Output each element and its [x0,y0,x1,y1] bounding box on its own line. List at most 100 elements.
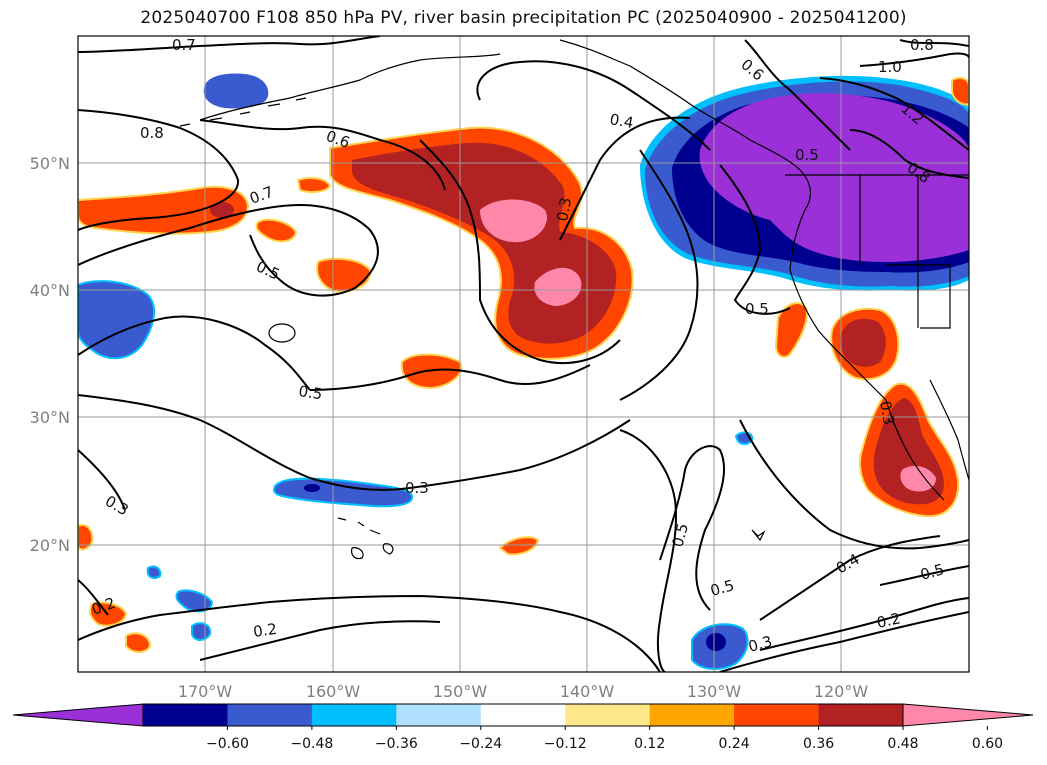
bc-coast [789,169,812,271]
alaska-gulf-coast [559,39,801,171]
colorbar-tick-label: 0.12 [634,736,665,752]
contour-label: 0.7 [172,36,196,54]
coastal-positive-region [774,302,808,358]
negative-precip-anomaly [78,73,969,670]
small-negative-blob-2 [191,622,212,641]
contour-0-2-south [78,594,661,672]
contour-label: 0.5 [745,300,769,318]
colorbar-tick-label: 0.24 [719,736,750,752]
central-pacific-positive-core-2 [534,267,582,306]
aleutian-islands [179,97,307,127]
state-borders [859,175,919,328]
small-positive-blob-4 [296,177,332,194]
contour-label: 0.5 [708,576,736,600]
small-island-ring [268,323,296,343]
colorbar-max-extension [902,703,1034,727]
contour-label: 0.3 [746,632,774,656]
colorbar-bin [143,704,228,726]
colorbar: −0.60 −0.48 −0.36 −0.24 −0.12 0.12 0.24 0.36 0.4… [12,703,1034,752]
contour-0-4-central [476,60,711,151]
lon-tick-labels: 170°W 160°W 150°W 140°W 130°W 120°W [178,682,869,701]
colorbar-tick-label: −0.60 [206,736,249,752]
lon-tick: 160°W [306,682,361,701]
contour-0-4-se [759,535,941,621]
colorbar-frame [142,703,904,727]
small-positive-blob-5 [498,536,540,556]
contour-label: 0.4 [608,110,635,132]
contour-1-0-east [859,52,969,67]
hawaii-negative-core [304,484,320,492]
contour-label: 1.0 [878,58,902,76]
lon-tick: 150°W [433,682,488,701]
contour-0-7-mid [78,203,379,297]
contour-0-8-west [78,109,240,231]
colorbar-tick-label: −0.36 [375,736,418,752]
contour-label: 0.8 [140,124,164,142]
contour-0-2-sw [78,579,109,616]
contour-label: 0.8 [910,36,934,54]
contour-0-3-south [739,419,969,550]
pv-contours [78,36,969,672]
small-negative-blob-3 [146,565,162,579]
baja-coast [885,399,945,501]
contour-0-5-main [309,364,591,391]
colorbar-bin [649,704,735,726]
contour-0-3-far-south [199,620,441,661]
coastlines [179,39,969,560]
lat-tick: 50°N [30,154,70,173]
lat-tick-labels: 50°N 40°N 30°N 20°N [30,154,70,555]
contour-0-2-se [759,597,969,651]
small-island-mark [751,529,766,542]
lon-tick: 140°W [560,682,615,701]
graticule [78,36,969,672]
contour-label: 0.5 [297,382,323,403]
colorbar-bin [480,704,566,726]
colorbar-tick-label: 0.48 [887,736,918,752]
contour-0-6-arc [199,119,446,191]
contour-label: 0.2 [252,620,278,641]
small-positive-blob-8 [78,524,94,551]
contour-0-7-north [78,36,381,53]
contour-0-5-loop [619,149,699,401]
contour-0-5-west [78,315,311,391]
contour-1-2-east [819,77,969,151]
contour-label: 0.5 [918,560,946,584]
colorbar-tick-label: −0.24 [459,736,502,752]
colorbar-min-extension [12,703,144,727]
contour-label: 0.2 [875,609,902,632]
hawaii-islands [337,517,394,560]
small-positive-blob-7 [125,632,152,653]
colorbar-tick-label: 0.36 [803,736,834,752]
contour-0-8-east [899,39,969,47]
small-positive-blob-9 [951,77,969,106]
mexico-coast [929,379,969,481]
small-negative-blob-1 [175,589,214,613]
colorbar-bin [734,704,820,726]
contour-0-5-south [659,445,726,611]
lon-tick: 170°W [178,682,233,701]
contour-0-3-se [719,611,969,672]
contour-0-3-trough [419,139,621,364]
lat-tick: 20°N [30,536,70,555]
contour-label: 0.3 [553,196,575,223]
southeast-negative-core [706,633,726,651]
lon-tick: 120°W [814,682,869,701]
contour-label: 0.5 [668,521,692,549]
contour-0-5-ridge [719,164,791,315]
small-positive-blob-1 [255,218,298,243]
dateline-negative-region [78,280,156,360]
contour-label: 0.5 [795,146,819,164]
contour-0-5-south2 [619,429,677,672]
west-pacific-positive-core [210,202,234,218]
baja-positive-core [900,465,936,492]
contour-0-3-central [559,116,691,241]
colorbar-tick-label: 0.60 [972,736,1003,752]
nw-canada-negative-core [699,93,969,263]
lon-tick: 130°W [687,682,742,701]
colorbar-bin [227,704,313,726]
map-field: 0.7 0.8 0.6 0.7 0.5 0.4 0.3 0.6 0.8 1.0 … [78,36,969,672]
us-west-coast [789,269,887,401]
contour-0-5-se [879,565,969,586]
contour-label: 0.3 [405,479,429,497]
alaska-coast [199,53,501,121]
